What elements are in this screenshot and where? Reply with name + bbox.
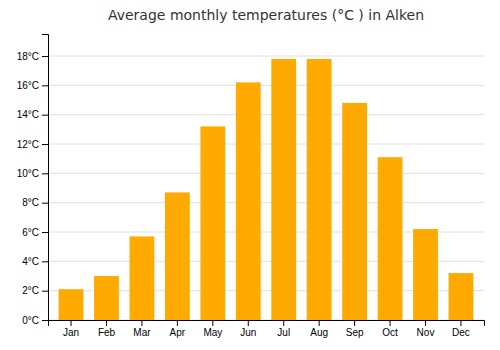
tick-mark xyxy=(106,320,107,326)
tick: 4°C xyxy=(22,256,48,267)
axis-line xyxy=(42,35,49,321)
tick: 18°C xyxy=(17,51,48,62)
bars xyxy=(59,59,474,320)
y-axis: 0°C 2°C 4°C 6°C 8°C 10°C 12°C 14°C 16°C 18°C xyxy=(17,35,49,326)
tick-label: 10°C xyxy=(17,168,39,179)
tick: Mar xyxy=(133,320,151,338)
tick: 16°C xyxy=(17,80,48,91)
tick-label: Sep xyxy=(346,327,364,338)
grid-line xyxy=(48,144,484,145)
tick-mark xyxy=(42,144,48,145)
tick-mark xyxy=(177,320,178,326)
tick-label: Aug xyxy=(310,327,328,338)
tick: 10°C xyxy=(17,168,48,179)
tick-mark xyxy=(425,320,426,326)
tick-label: Dec xyxy=(452,327,470,338)
x-axis: Jan Feb Mar Apr May Jun Jul Aug Sep Oct Nov Dec xyxy=(49,320,485,338)
tick-mark xyxy=(71,320,72,326)
tick-mark xyxy=(42,291,48,292)
tick-mark xyxy=(42,115,48,116)
grid-line xyxy=(48,56,484,57)
tick: 6°C xyxy=(22,227,48,238)
grid-line xyxy=(48,85,484,86)
tick-mark xyxy=(354,320,355,326)
grid-line xyxy=(48,114,484,115)
bar xyxy=(307,59,332,320)
tick: Aug xyxy=(310,320,328,338)
axis-line xyxy=(49,321,485,327)
chart: 0°C 2°C 4°C 6°C 8°C 10°C 12°C 14°C 16°C 18°C Jan Fe… xyxy=(0,0,500,350)
bar xyxy=(342,103,367,320)
tick-label: Jun xyxy=(240,327,256,338)
tick: 14°C xyxy=(17,109,48,120)
bar xyxy=(94,276,119,320)
tick: 12°C xyxy=(17,139,48,150)
tick-label: Jul xyxy=(277,327,290,338)
tick-label: 4°C xyxy=(22,256,39,267)
tick: Dec xyxy=(452,320,470,338)
bar xyxy=(165,192,190,320)
grid-line xyxy=(48,173,484,174)
tick: 0°C xyxy=(22,315,48,326)
bar xyxy=(200,126,225,320)
tick-mark xyxy=(42,56,48,57)
tick-label: 18°C xyxy=(17,51,39,62)
tick-mark xyxy=(42,85,48,86)
tick-label: Oct xyxy=(382,327,398,338)
tick-mark xyxy=(319,320,320,326)
bar xyxy=(378,157,403,320)
tick-label: Feb xyxy=(98,327,116,338)
plot: 0°C 2°C 4°C 6°C 8°C 10°C 12°C 14°C 16°C 18°C Jan Fe… xyxy=(17,35,485,339)
tick-mark xyxy=(42,173,48,174)
tick-label: 14°C xyxy=(17,109,39,120)
tick-mark xyxy=(141,320,142,326)
title: Average monthly temperatures (°C ) in Al… xyxy=(108,7,424,23)
tick: 8°C xyxy=(22,197,48,208)
tick-label: Mar xyxy=(133,327,151,338)
tick-label: Apr xyxy=(170,327,186,338)
tick: Jun xyxy=(240,320,256,338)
tick: 2°C xyxy=(22,285,48,296)
bar xyxy=(271,59,296,320)
tick-label: 2°C xyxy=(22,285,39,296)
tick-mark xyxy=(212,320,213,326)
tick-label: 8°C xyxy=(22,197,39,208)
tick-label: 12°C xyxy=(17,139,39,150)
tick-mark xyxy=(42,203,48,204)
tick: Feb xyxy=(98,320,116,338)
tick: Sep xyxy=(346,320,364,338)
grid-line xyxy=(48,202,484,203)
tick: Jan xyxy=(63,320,79,338)
tick-label: 16°C xyxy=(17,80,39,91)
tick: Oct xyxy=(382,320,398,338)
tick-label: Jan xyxy=(63,327,79,338)
tick-label: 0°C xyxy=(22,315,39,326)
tick-mark xyxy=(283,320,284,326)
tick-mark xyxy=(42,320,48,321)
bar xyxy=(449,273,474,320)
tick-mark xyxy=(42,232,48,233)
tick: Jul xyxy=(277,320,290,338)
tick-mark xyxy=(42,261,48,262)
tick-label: May xyxy=(203,327,222,338)
bar xyxy=(59,289,84,320)
tick: Nov xyxy=(417,320,435,338)
grid xyxy=(48,56,484,320)
bar xyxy=(130,236,155,320)
tick-mark xyxy=(390,320,391,326)
tick: May xyxy=(203,320,222,338)
tick: Apr xyxy=(170,320,186,338)
tick-mark xyxy=(248,320,249,326)
tick-label: Nov xyxy=(417,327,435,338)
bar xyxy=(413,229,438,320)
tick-mark xyxy=(460,320,461,326)
tick-label: 6°C xyxy=(22,227,39,238)
bar xyxy=(236,82,261,320)
